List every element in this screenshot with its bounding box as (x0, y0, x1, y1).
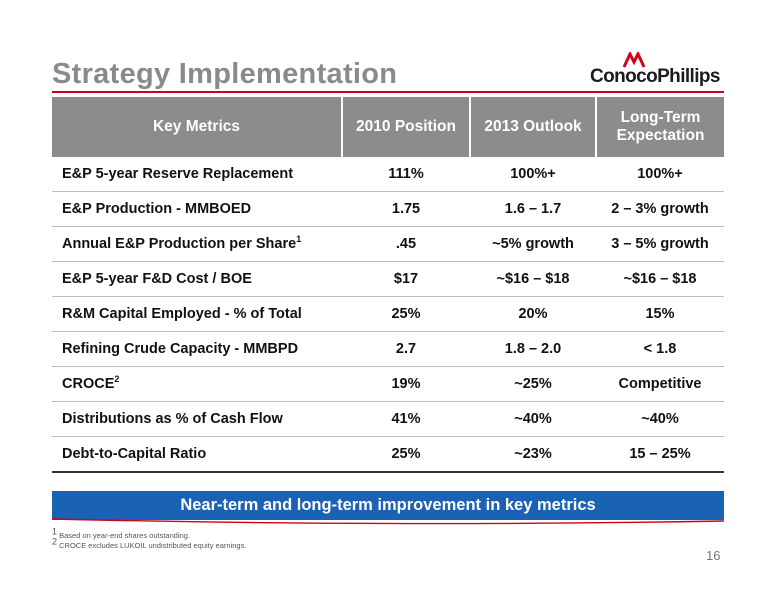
long-term-cell: ~$16 – $18 (596, 261, 724, 297)
outlook-2013-cell: ~40% (470, 401, 596, 437)
metric-cell: Distributions as % of Cash Flow (52, 401, 342, 437)
summary-banner: Near-term and long-term improvement in k… (52, 491, 724, 520)
position-2010-cell: $17 (342, 261, 470, 297)
logo-mark-icon (622, 52, 646, 68)
position-2010-cell: 19% (342, 366, 470, 402)
outlook-2013-cell: 1.6 – 1.7 (470, 191, 596, 227)
long-term-cell: ~40% (596, 401, 724, 437)
metric-cell: E&P Production - MMBOED (52, 191, 342, 227)
page-title: Strategy Implementation (52, 58, 398, 90)
header-2010-position: 2010 Position (342, 97, 471, 157)
table-row: Debt-to-Capital Ratio 25% ~23% 15 – 25% (52, 436, 724, 473)
header-2013-outlook: 2013 Outlook (470, 97, 597, 157)
table-row: E&P 5-year Reserve Replacement 111% 100%+ 1… (52, 157, 724, 192)
metric-cell: E&P 5-year F&D Cost / BOE (52, 261, 342, 297)
position-2010-cell: 25% (342, 436, 470, 473)
outlook-2013-cell: ~25% (470, 366, 596, 402)
footnotes: 1 Based on year-end shares outstanding. … (52, 526, 247, 551)
metric-cell: Annual E&P Production per Share1 (52, 226, 342, 262)
banner-swoosh (52, 518, 724, 525)
table-row: CROCE2 19% ~25% Competitive (52, 366, 724, 402)
footnote-ref: 1 (296, 234, 302, 245)
position-2010-cell: 25% (342, 296, 470, 332)
outlook-2013-cell: ~5% growth (470, 226, 596, 262)
outlook-2013-cell: 100%+ (470, 157, 596, 192)
outlook-2013-cell: ~$16 – $18 (470, 261, 596, 297)
long-term-cell: 2 – 3% growth (596, 191, 724, 227)
position-2010-cell: 2.7 (342, 331, 470, 367)
table-header-row: Key Metrics 2010 Position 2013 Outlook L… (52, 97, 724, 157)
company-logo: ConocoPhillips (590, 52, 722, 92)
table-row: E&P Production - MMBOED 1.75 1.6 – 1.7 2 – … (52, 191, 724, 227)
page-number: 16 (706, 548, 721, 563)
long-term-cell: 15% (596, 296, 724, 332)
footnote-1: 1 Based on year-end shares outstanding. (52, 526, 191, 540)
metric-cell: E&P 5-year Reserve Replacement (52, 157, 342, 192)
table-row: Annual E&P Production per Share1.45 ~5% g… (52, 226, 724, 262)
outlook-2013-cell: ~23% (470, 436, 596, 473)
metric-cell: Debt-to-Capital Ratio (52, 436, 342, 473)
position-2010-cell: 41% (342, 401, 470, 437)
long-term-cell: < 1.8 (596, 331, 724, 367)
table-row: Distributions as % of Cash Flow 41% ~40% ~4… (52, 401, 724, 437)
table-row: E&P 5-year F&D Cost / BOE $17 ~$16 – $18 ~$… (52, 261, 724, 297)
position-2010-cell: 111% (342, 157, 470, 192)
table-row: Refining Crude Capacity - MMBPD 2.7 1.8 – … (52, 331, 724, 367)
footnote-ref: 2 (114, 374, 120, 385)
metric-cell: R&M Capital Employed - % of Total (52, 296, 342, 332)
outlook-2013-cell: 20% (470, 296, 596, 332)
header-long-term-expectation: Long-Term Expectation (596, 97, 724, 157)
position-2010-cell: 1.75 (342, 191, 470, 227)
position-2010-cell: .45 (342, 226, 470, 262)
long-term-cell: 15 – 25% (596, 436, 724, 473)
outlook-2013-cell: 1.8 – 2.0 (470, 331, 596, 367)
title-divider (52, 91, 724, 93)
header-key-metrics: Key Metrics (52, 97, 343, 157)
footnote-2: 2 CROCE excludes LUKOIL undistributed eq… (52, 536, 247, 550)
key-metrics-table: Key Metrics 2010 Position 2013 Outlook L… (52, 97, 724, 473)
logo-text: ConocoPhillips (590, 66, 720, 87)
long-term-cell: Competitive (596, 366, 724, 402)
metric-cell: CROCE2 (52, 366, 342, 402)
table-row: R&M Capital Employed - % of Total 25% 20% 1… (52, 296, 724, 332)
long-term-cell: 3 – 5% growth (596, 226, 724, 262)
long-term-cell: 100%+ (596, 157, 724, 192)
metric-cell: Refining Crude Capacity - MMBPD (52, 331, 342, 367)
